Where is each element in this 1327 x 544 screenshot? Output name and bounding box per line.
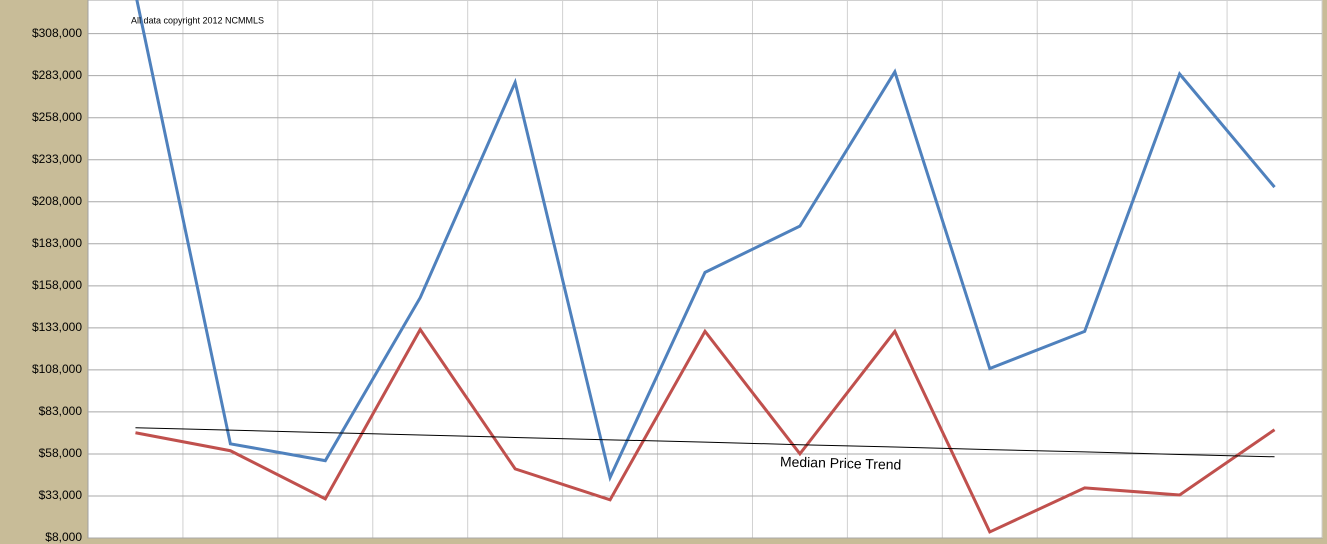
trend-line <box>135 427 1275 458</box>
annotation: All data copyright 2012 NCMMLS <box>131 15 264 25</box>
y-tick-label: $8,000 <box>45 530 82 544</box>
y-tick-label: $283,000 <box>32 68 82 82</box>
y-tick-label: $58,000 <box>39 446 83 460</box>
y-tick-label: $133,000 <box>32 320 82 334</box>
y-tick-label: $308,000 <box>32 26 82 40</box>
lines <box>135 0 1276 534</box>
series-line <box>135 326 1276 534</box>
plot-area <box>87 0 1323 539</box>
y-tick-label: $183,000 <box>32 236 82 250</box>
y-tick-label: $258,000 <box>32 110 82 124</box>
y-tick-label: $208,000 <box>32 194 82 208</box>
trend-label: Median Price Trend <box>780 453 902 472</box>
y-tick-label: $233,000 <box>32 152 82 166</box>
y-tick-label: $158,000 <box>32 278 82 292</box>
y-tick-label: $33,000 <box>39 488 83 502</box>
grid <box>88 0 1323 539</box>
y-tick-label: $108,000 <box>32 362 82 376</box>
series-line <box>135 0 1276 483</box>
y-tick-label: $83,000 <box>39 404 83 418</box>
